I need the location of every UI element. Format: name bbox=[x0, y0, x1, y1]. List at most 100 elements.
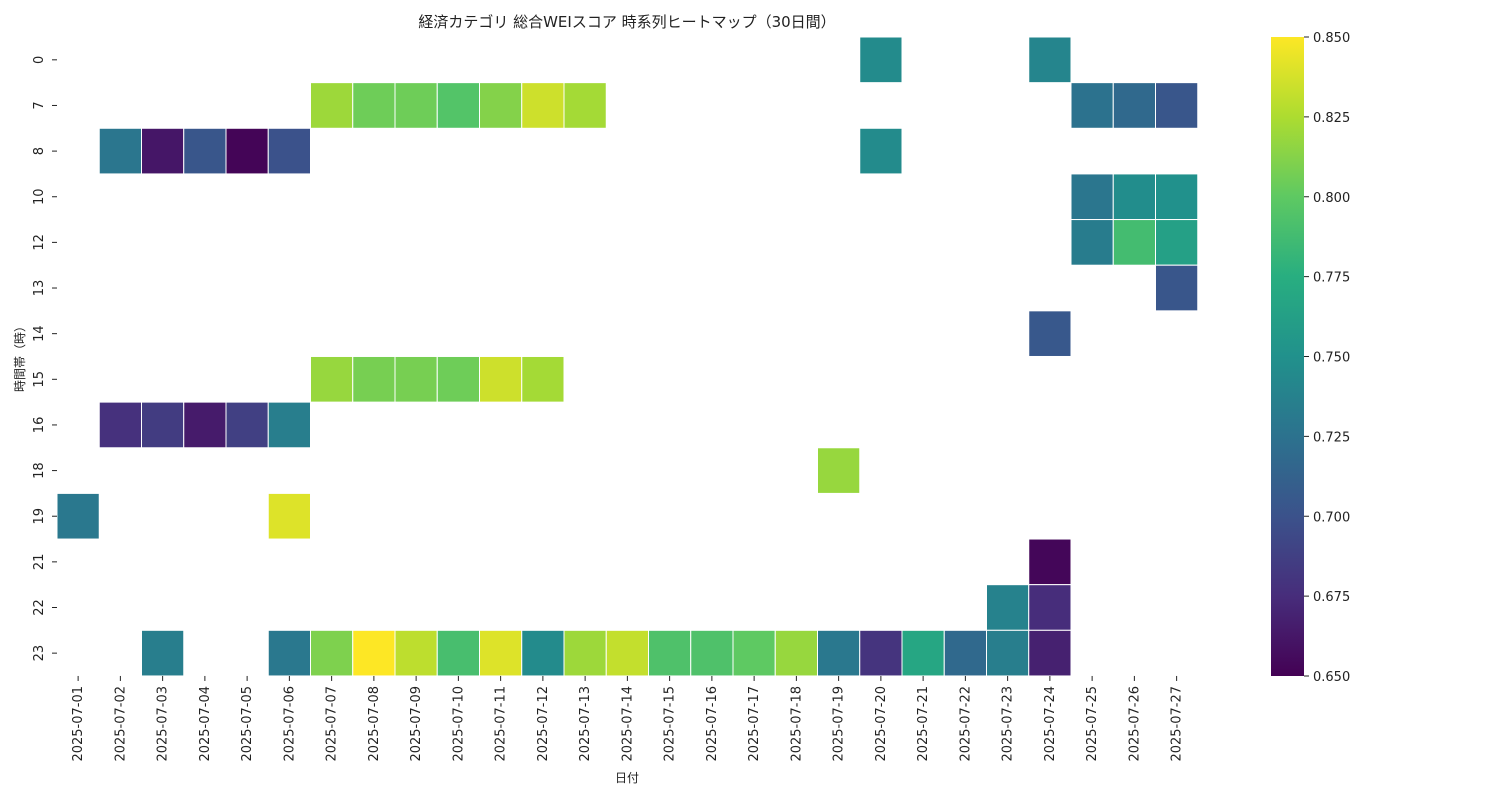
heatmap-cell bbox=[1028, 538, 1072, 586]
heatmap-cell bbox=[436, 355, 480, 403]
heatmap-cell bbox=[394, 82, 438, 129]
x-tick-label: 2025-07-15 bbox=[663, 686, 678, 762]
heatmap-cell bbox=[352, 82, 396, 129]
colorbar-tick-label: 0.675 bbox=[1313, 590, 1350, 605]
x-tick-label: 2025-07-19 bbox=[832, 686, 847, 762]
heatmap-cell bbox=[183, 127, 227, 175]
heatmap-cell bbox=[1155, 173, 1199, 221]
heatmap-cell bbox=[225, 127, 269, 175]
heatmap-cell bbox=[859, 127, 903, 175]
heatmap-cell bbox=[141, 629, 185, 677]
heatmap-cell bbox=[986, 629, 1030, 677]
x-tick-label: 2025-07-25 bbox=[1085, 686, 1100, 762]
y-tick-label: 10 bbox=[32, 188, 47, 205]
heatmap-cell bbox=[1070, 82, 1114, 129]
x-tick-label: 2025-07-04 bbox=[198, 686, 213, 762]
heatmap-cell bbox=[1112, 219, 1156, 266]
y-axis: 0 7 8 10 12 13 14 15 16 18 19 21 22 23 bbox=[32, 56, 57, 662]
heatmap-cell bbox=[479, 82, 523, 129]
heatmap-cell bbox=[183, 401, 227, 449]
x-tick-label: 2025-07-16 bbox=[705, 686, 720, 762]
heatmap-cell bbox=[690, 629, 734, 677]
x-tick-label: 2025-07-17 bbox=[747, 686, 762, 762]
x-tick-label: 2025-07-14 bbox=[620, 686, 635, 762]
y-tick-label: 16 bbox=[32, 417, 47, 434]
heatmap-cell bbox=[352, 629, 396, 677]
colorbar-tick-label: 0.775 bbox=[1313, 271, 1350, 286]
heatmap-cell bbox=[563, 629, 607, 677]
heatmap-cell bbox=[1155, 82, 1199, 129]
heatmap-cell bbox=[98, 127, 142, 175]
heatmap-cell bbox=[394, 355, 438, 403]
heatmap-cell bbox=[774, 629, 818, 677]
heatmap-cell bbox=[1112, 82, 1156, 129]
y-tick-label: 0 bbox=[32, 56, 47, 64]
heatmap-cell bbox=[521, 355, 565, 403]
y-tick-label: 19 bbox=[32, 508, 47, 525]
heatmap-cell bbox=[310, 355, 354, 403]
colorbar-tick-label: 0.800 bbox=[1313, 191, 1350, 206]
x-tick-label: 2025-07-27 bbox=[1170, 686, 1185, 762]
heatmap-cell bbox=[1155, 219, 1199, 266]
heatmap-cell bbox=[436, 629, 480, 677]
x-tick-label: 2025-07-03 bbox=[156, 686, 171, 762]
y-tick-label: 13 bbox=[32, 280, 47, 297]
heatmap-cell bbox=[310, 629, 354, 677]
heatmap-cell bbox=[986, 584, 1030, 631]
x-tick-label: 2025-07-26 bbox=[1127, 686, 1142, 762]
heatmap-cell bbox=[1070, 219, 1114, 266]
x-tick-label: 2025-07-13 bbox=[578, 686, 593, 762]
heatmap-cell bbox=[394, 629, 438, 677]
x-tick-label: 2025-07-08 bbox=[367, 686, 382, 762]
heatmap-cell bbox=[605, 629, 649, 677]
heatmap-cell bbox=[267, 127, 311, 175]
heatmap-cell bbox=[1070, 173, 1114, 221]
x-tick-label: 2025-07-24 bbox=[1043, 686, 1058, 762]
colorbar-tick-label: 0.725 bbox=[1313, 430, 1350, 445]
heatmap-cell bbox=[436, 82, 480, 129]
y-tick-label: 7 bbox=[32, 101, 47, 109]
heatmap-cell bbox=[479, 355, 523, 403]
heatmap-cell bbox=[267, 492, 311, 540]
y-tick-label: 18 bbox=[32, 462, 47, 479]
heatmap-cell bbox=[859, 629, 903, 677]
x-axis-label: 日付 bbox=[615, 771, 639, 785]
heatmap-cell bbox=[56, 492, 100, 540]
heatmap-cell bbox=[901, 629, 945, 677]
heatmap-cell bbox=[141, 401, 185, 449]
colorbar-tick-label: 0.850 bbox=[1313, 31, 1350, 46]
x-tick-label: 2025-07-06 bbox=[282, 686, 297, 762]
x-tick-label: 2025-07-21 bbox=[916, 686, 931, 762]
heatmap-cell bbox=[817, 447, 861, 494]
heatmap-cell bbox=[943, 629, 987, 677]
x-axis: 2025-07-01 2025-07-02 2025-07-03 2025-07-04… bbox=[71, 675, 1185, 762]
y-tick-label: 14 bbox=[32, 325, 47, 342]
heatmap-cell bbox=[1028, 629, 1072, 677]
y-tick-label: 23 bbox=[32, 645, 47, 662]
x-tick-label: 2025-07-10 bbox=[451, 686, 466, 762]
heatmap-cell bbox=[352, 355, 396, 403]
x-tick-label: 2025-07-05 bbox=[240, 686, 255, 762]
colorbar-tick-label: 0.650 bbox=[1313, 670, 1350, 685]
heatmap-cell bbox=[310, 82, 354, 129]
y-tick-label: 15 bbox=[32, 371, 47, 388]
x-tick-label: 2025-07-07 bbox=[325, 686, 340, 762]
x-tick-label: 2025-07-23 bbox=[1001, 686, 1016, 762]
colorbar-tick-label: 0.700 bbox=[1313, 510, 1350, 525]
heatmap-cell bbox=[479, 629, 523, 677]
colorbar-tick-label: 0.750 bbox=[1313, 351, 1350, 366]
heatmap-cell bbox=[267, 401, 311, 449]
y-tick-label: 22 bbox=[32, 599, 47, 616]
y-axis-label: 時間帯（時） bbox=[13, 320, 27, 392]
heatmap-cell bbox=[521, 629, 565, 677]
x-tick-label: 2025-07-09 bbox=[409, 686, 424, 762]
heatmap-cell bbox=[1028, 584, 1072, 631]
heatmap-cell bbox=[267, 629, 311, 677]
x-tick-label: 2025-07-18 bbox=[789, 686, 804, 762]
heatmap-cell bbox=[98, 401, 142, 449]
colorbar bbox=[1271, 37, 1304, 676]
heatmap-cell bbox=[1155, 264, 1199, 312]
heatmap-cell bbox=[1028, 310, 1072, 357]
heatmap-cell bbox=[1028, 36, 1072, 84]
